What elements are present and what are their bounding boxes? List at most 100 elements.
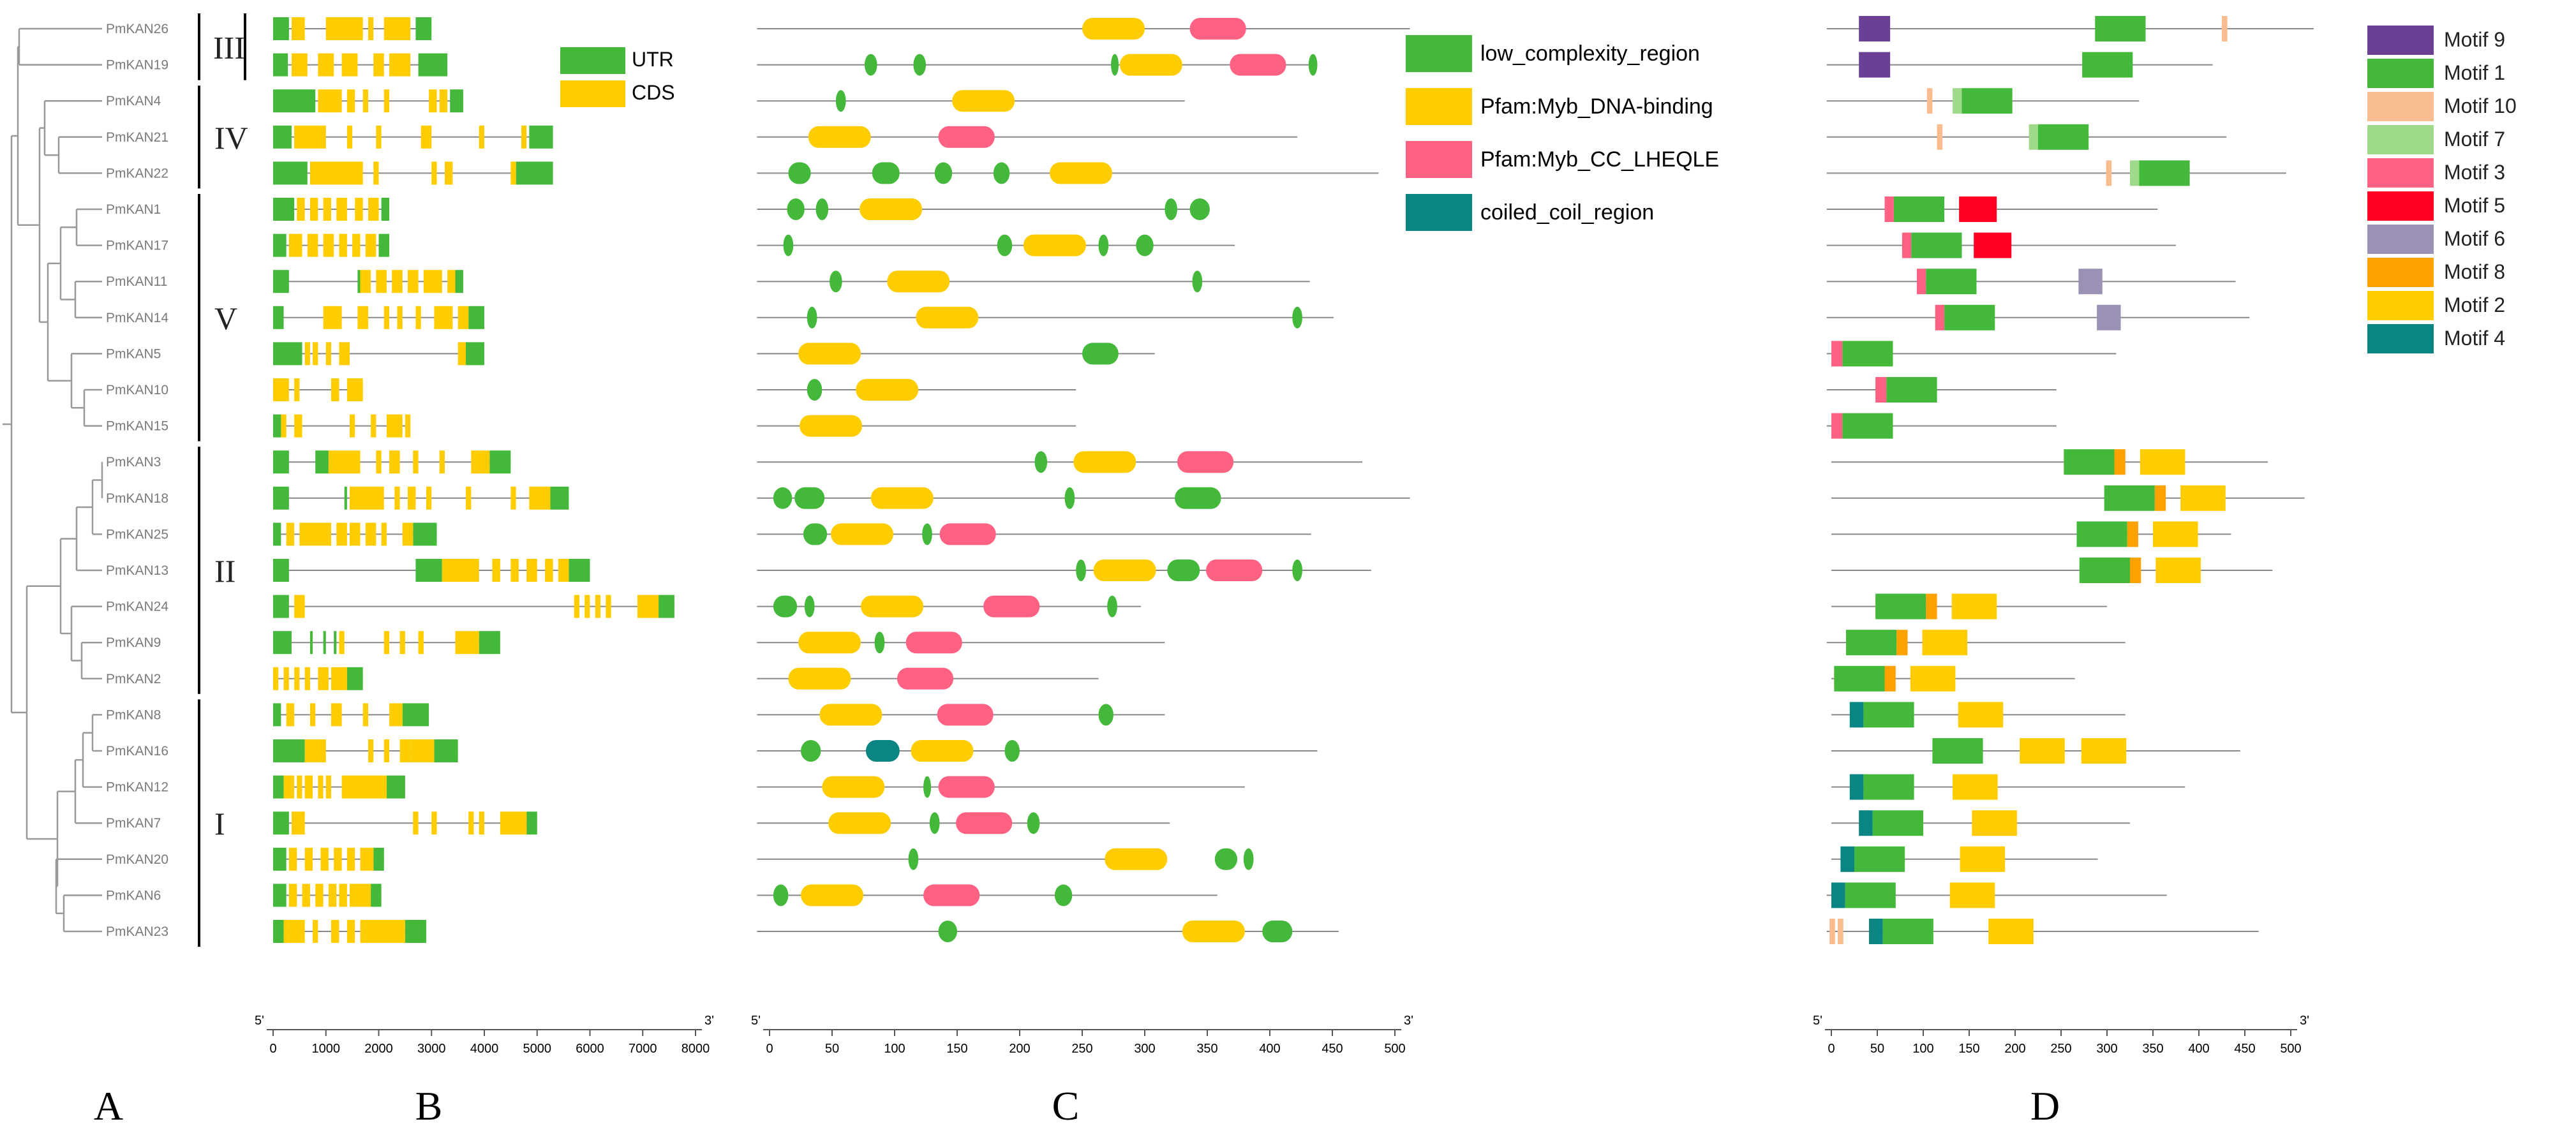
domain-low bbox=[804, 595, 815, 618]
motif-7-block bbox=[2130, 160, 2140, 186]
c-legend-label: Pfam:Myb_CC_LHEQLE bbox=[1480, 147, 1719, 172]
motif-2-block bbox=[1960, 846, 2006, 872]
domain-low bbox=[1076, 559, 1086, 581]
utr-block bbox=[479, 631, 500, 655]
b-tick-label: 4000 bbox=[470, 1042, 499, 1056]
cds-block bbox=[346, 920, 355, 943]
cds-block bbox=[294, 378, 300, 401]
utr-block bbox=[273, 342, 302, 366]
motif-8-block bbox=[1896, 630, 1908, 656]
cds-block bbox=[423, 270, 442, 293]
utr-block bbox=[273, 450, 289, 474]
cds-block bbox=[349, 522, 361, 546]
utr-block bbox=[273, 920, 284, 943]
cds-block bbox=[415, 306, 421, 329]
cds-block bbox=[323, 233, 334, 257]
motif-3-block bbox=[1875, 377, 1887, 403]
c-legend-swatch bbox=[1406, 194, 1472, 231]
panel-label-d: D bbox=[2030, 1083, 2060, 1129]
cds-block bbox=[328, 450, 361, 474]
domain-pfam-myb bbox=[801, 884, 863, 907]
utr-block bbox=[418, 53, 448, 77]
motif-4-block bbox=[1849, 774, 1864, 800]
cds-block bbox=[365, 522, 376, 546]
cds-block bbox=[294, 414, 302, 438]
domain-low bbox=[1308, 54, 1318, 76]
cds-block bbox=[405, 414, 411, 438]
cds-block bbox=[302, 884, 310, 907]
cds-block bbox=[313, 342, 318, 366]
cds-block bbox=[510, 486, 516, 510]
cds-block bbox=[320, 847, 329, 871]
domain-pfam-myb bbox=[860, 198, 923, 220]
cds-block bbox=[346, 378, 363, 401]
motif-6-block bbox=[2097, 304, 2121, 330]
cds-block bbox=[325, 342, 332, 366]
cds-block bbox=[479, 811, 484, 835]
motif-panel: 0 50 100 150 200 250 300 350 400 450 500 5' 3' Motif … bbox=[1813, 16, 2517, 1056]
gene-name-labels: PmKAN26 PmKAN19 PmKAN4 PmKAN21 PmKAN22 PmKAN1… bbox=[106, 22, 168, 939]
cds-block bbox=[291, 17, 305, 40]
motif-1-block bbox=[1846, 630, 1897, 656]
cds-block bbox=[381, 522, 387, 546]
domain-pfam-myb bbox=[798, 632, 861, 654]
domain-pfam-myb bbox=[1105, 848, 1168, 870]
domain-low bbox=[1098, 704, 1113, 726]
gene-name: PmKAN2 bbox=[106, 672, 161, 686]
motif-1-block bbox=[2139, 160, 2190, 186]
d-legend-swatch bbox=[2367, 125, 2434, 154]
cds-block bbox=[313, 920, 318, 943]
motif-2-block bbox=[2180, 485, 2226, 511]
utr-block bbox=[489, 450, 511, 474]
cds-block bbox=[362, 703, 368, 727]
motif-3-block bbox=[1935, 304, 1945, 330]
cds-block bbox=[368, 739, 374, 762]
gene-name: PmKAN11 bbox=[106, 274, 167, 289]
domain-low bbox=[872, 162, 900, 184]
domain-low bbox=[1189, 198, 1210, 220]
cds-block bbox=[468, 811, 474, 835]
utr-block bbox=[273, 811, 289, 835]
utr-block bbox=[273, 559, 289, 582]
cds-block bbox=[383, 739, 390, 762]
motif-9-block bbox=[1859, 16, 1891, 41]
cds-block bbox=[328, 884, 337, 907]
motif-2-block bbox=[1988, 919, 2034, 944]
motif-10-block bbox=[2222, 16, 2228, 41]
domain-pfam-cc bbox=[938, 776, 995, 798]
cds-block bbox=[349, 884, 371, 907]
domain-low bbox=[1136, 234, 1154, 256]
cds-block bbox=[368, 198, 379, 221]
utr-block bbox=[273, 233, 287, 257]
motif-4-block bbox=[1869, 919, 1883, 944]
d-tick-label: 300 bbox=[2096, 1042, 2117, 1056]
motif-2-block bbox=[1949, 882, 1995, 908]
cds-block bbox=[288, 847, 297, 871]
cds-block bbox=[318, 775, 324, 799]
cds-block bbox=[471, 450, 490, 474]
c-tick-label: 300 bbox=[1134, 1042, 1155, 1056]
motif-10-block bbox=[1838, 919, 1843, 944]
cds-block bbox=[273, 667, 279, 690]
gene-name: PmKAN7 bbox=[106, 816, 161, 831]
b-tick-label: 0 bbox=[269, 1042, 276, 1056]
domain-pfam-myb bbox=[798, 343, 861, 365]
cds-block bbox=[349, 486, 384, 510]
cds-block bbox=[309, 161, 363, 185]
cds-block bbox=[392, 270, 403, 293]
domain-low bbox=[1082, 343, 1119, 365]
domain-low bbox=[908, 848, 919, 870]
cds-block bbox=[389, 450, 400, 474]
utr-block bbox=[466, 342, 484, 366]
motif-1-block bbox=[1845, 882, 1896, 908]
cds-block bbox=[331, 920, 339, 943]
cds-block bbox=[376, 270, 387, 293]
utr-block bbox=[371, 884, 382, 907]
domain-pfam-myb bbox=[822, 776, 885, 798]
subfamily-label: III bbox=[213, 29, 245, 65]
utr-block bbox=[405, 920, 426, 943]
cds-block bbox=[325, 775, 332, 799]
gene-name: PmKAN4 bbox=[106, 94, 161, 108]
motif-3-block bbox=[1916, 269, 1926, 295]
cds-block bbox=[447, 270, 456, 293]
